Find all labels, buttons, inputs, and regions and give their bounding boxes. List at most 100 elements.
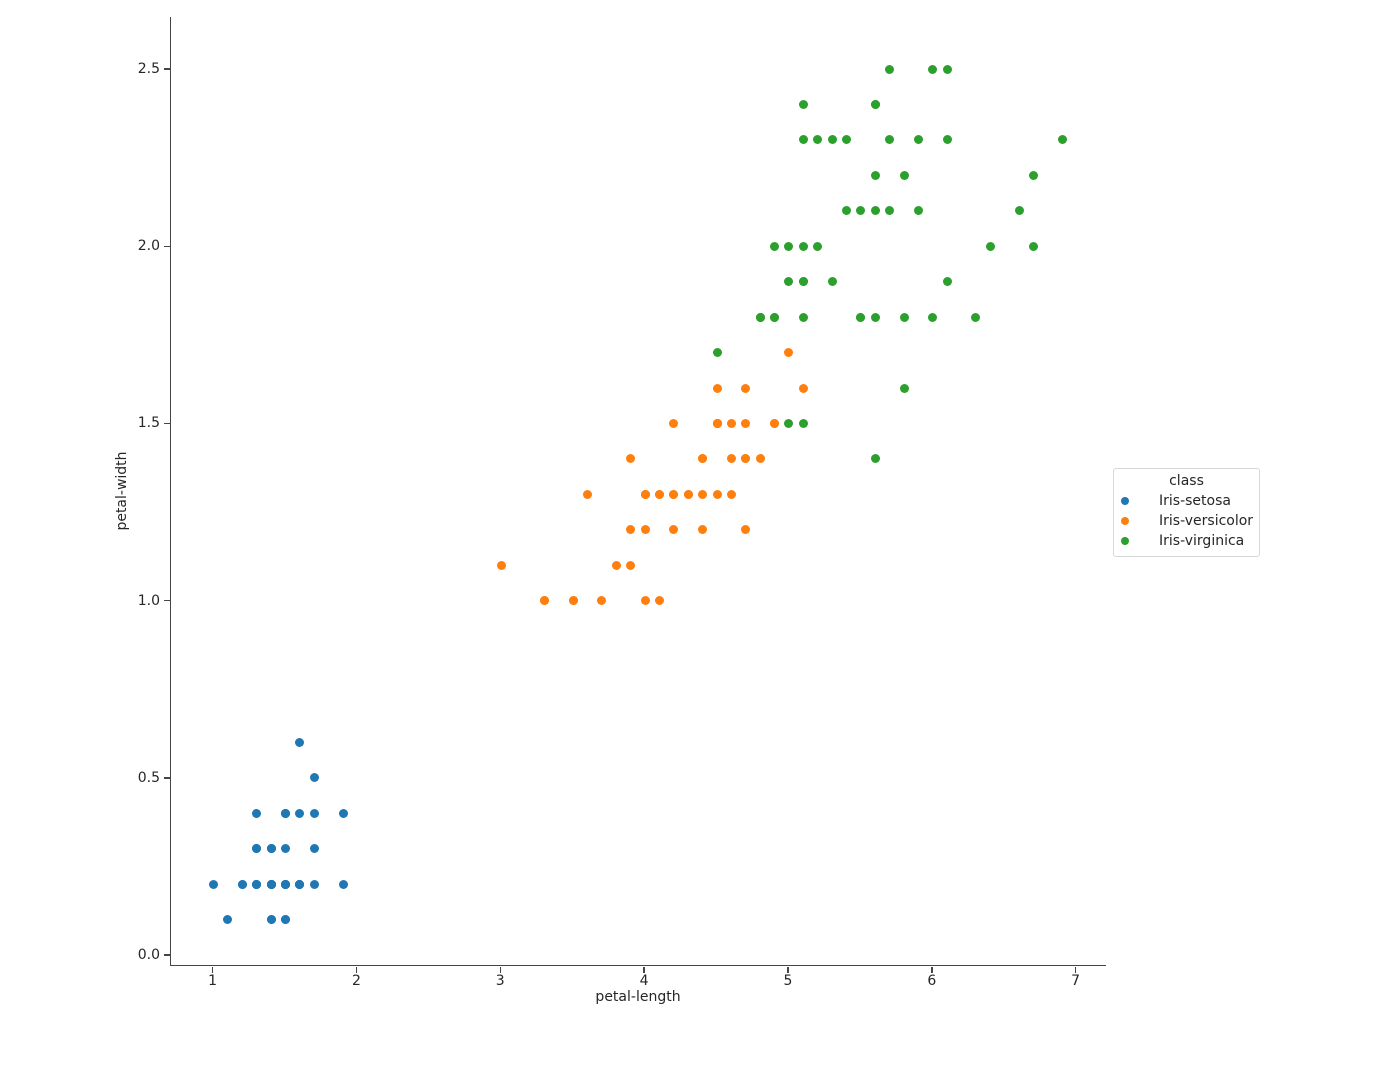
data-point	[899, 312, 909, 322]
data-point	[741, 525, 751, 535]
data-point	[309, 808, 319, 818]
x-tick-mark	[211, 966, 214, 973]
data-point	[885, 135, 895, 145]
data-point	[266, 844, 276, 854]
y-tick-mark	[164, 954, 170, 956]
data-point	[784, 348, 794, 358]
data-point	[583, 489, 593, 499]
data-point	[295, 879, 305, 889]
y-tick-mark	[164, 777, 170, 779]
data-point	[223, 915, 233, 925]
legend: class Iris-setosa Iris-versicolor Iris-v…	[1113, 468, 1260, 557]
legend-marker-versicolor-icon	[1121, 517, 1129, 525]
data-point	[798, 135, 808, 145]
data-point	[813, 241, 823, 251]
data-point	[266, 915, 276, 925]
data-point	[626, 454, 636, 464]
data-point	[798, 383, 808, 393]
data-point	[626, 560, 636, 570]
plot-area	[170, 17, 1106, 966]
data-point	[338, 808, 348, 818]
data-point	[870, 170, 880, 180]
data-point	[770, 241, 780, 251]
data-point	[237, 879, 247, 889]
x-tick-mark	[1074, 966, 1077, 973]
y-tick-mark	[164, 599, 170, 602]
y-tick-label: 2.5	[137, 61, 160, 78]
y-tick-mark	[164, 68, 170, 70]
data-point	[252, 844, 262, 854]
data-point	[942, 135, 952, 145]
data-point	[252, 879, 262, 889]
x-tick-label: 4	[639, 973, 649, 989]
x-tick-mark	[643, 966, 645, 973]
data-point	[928, 312, 938, 322]
data-point	[942, 64, 952, 74]
data-point	[597, 596, 607, 606]
data-point	[726, 418, 736, 428]
data-point	[913, 135, 923, 145]
data-point	[942, 277, 952, 287]
data-point	[899, 383, 909, 393]
y-axis-label: petal-width	[114, 451, 130, 531]
data-point	[712, 348, 722, 358]
data-point	[669, 489, 679, 499]
x-tick-label: 3	[495, 973, 505, 989]
data-point	[784, 241, 794, 251]
x-tick-mark	[931, 966, 933, 973]
x-tick-label: 1	[208, 973, 218, 989]
data-point	[741, 418, 751, 428]
data-point	[870, 100, 880, 110]
x-axis-label: petal-length	[595, 989, 681, 1005]
data-point	[885, 64, 895, 74]
x-tick-label: 2	[351, 973, 361, 989]
data-point	[295, 808, 305, 818]
data-point	[813, 135, 823, 145]
x-tick-label: 7	[1071, 973, 1081, 989]
data-point	[655, 596, 664, 606]
data-point	[856, 206, 866, 216]
data-point	[669, 525, 679, 535]
data-point	[1029, 241, 1038, 251]
legend-label-setosa: Iris-setosa	[1159, 493, 1231, 509]
y-tick-label: 2.0	[137, 238, 160, 255]
data-point	[741, 454, 751, 464]
data-point	[899, 170, 909, 180]
data-point	[640, 525, 650, 535]
data-point	[295, 737, 305, 747]
x-tick-label: 6	[927, 973, 937, 989]
data-point	[755, 312, 765, 322]
data-point	[698, 454, 708, 464]
data-point	[626, 525, 636, 535]
data-point	[885, 206, 895, 216]
x-tick-mark	[355, 966, 358, 973]
data-point	[281, 844, 290, 854]
data-point	[798, 312, 808, 322]
data-point	[798, 241, 808, 251]
y-tick-mark	[164, 245, 170, 248]
data-point	[798, 277, 808, 287]
legend-entry-versicolor: Iris-versicolor	[1114, 511, 1259, 531]
data-point	[870, 312, 880, 322]
legend-label-virginica: Iris-virginica	[1159, 533, 1245, 549]
data-point	[698, 489, 708, 499]
data-point	[568, 596, 578, 606]
data-point	[281, 879, 290, 889]
data-point	[309, 879, 319, 889]
data-point	[726, 454, 736, 464]
data-point	[856, 312, 866, 322]
data-point	[827, 135, 837, 145]
data-point	[712, 418, 722, 428]
data-point	[281, 915, 290, 925]
data-point	[798, 100, 808, 110]
data-point	[712, 383, 722, 393]
data-point	[1057, 135, 1067, 145]
legend-entry-virginica: Iris-virginica	[1114, 531, 1259, 551]
data-point	[755, 454, 765, 464]
legend-label-versicolor: Iris-versicolor	[1159, 513, 1254, 529]
legend-title: class	[1169, 473, 1204, 489]
data-point	[827, 277, 837, 287]
data-point	[928, 64, 938, 74]
data-point	[842, 206, 851, 216]
